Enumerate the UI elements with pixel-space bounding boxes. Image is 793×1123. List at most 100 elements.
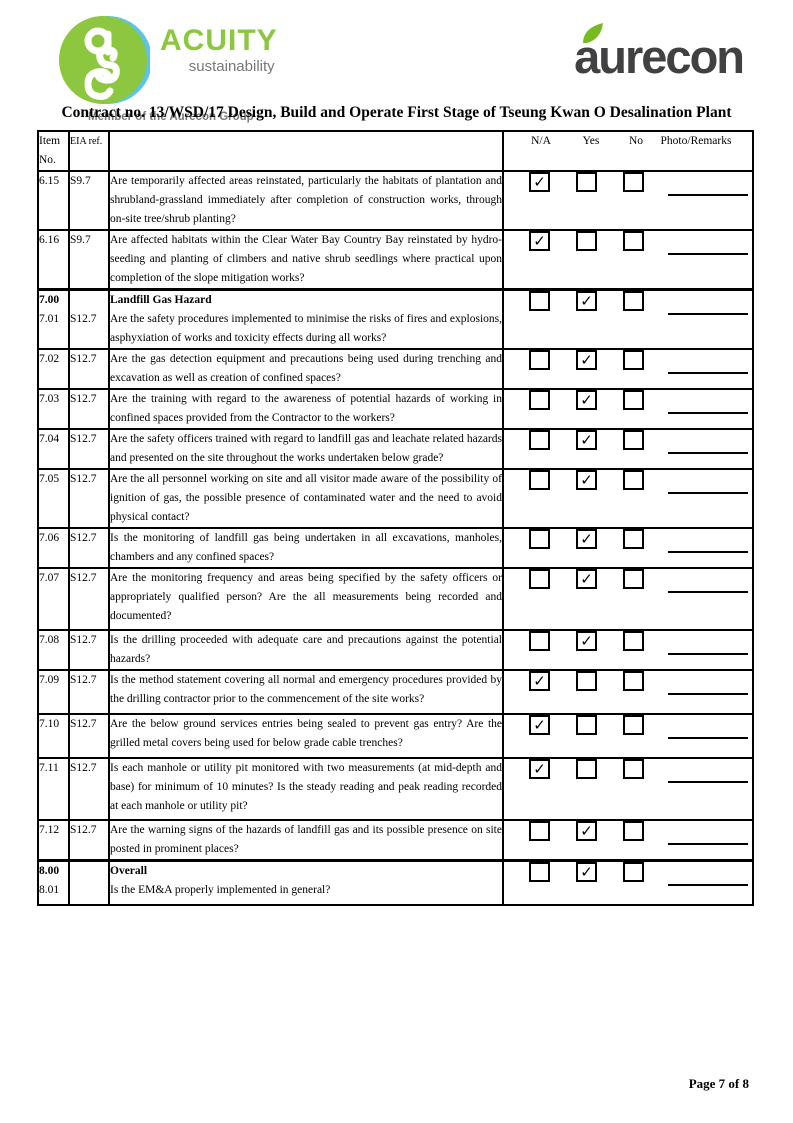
checkbox-yes[interactable]: ✓ (576, 430, 597, 450)
checkbox-no[interactable] (623, 470, 644, 490)
checkbox-no[interactable] (623, 430, 644, 450)
answer-cell: ✓ (502, 527, 754, 569)
checkbox-na[interactable] (529, 350, 550, 370)
answer-cell: ✓ (502, 170, 754, 231)
table-row: 7.03 S12.7 Are the training with regard … (37, 388, 754, 430)
acuity-tagline: sustainability (188, 58, 275, 75)
checkbox-no[interactable] (623, 390, 644, 410)
section-item-no: 7.00 (39, 294, 60, 306)
checkbox-na[interactable]: ✓ (529, 671, 550, 691)
checkbox-na[interactable] (529, 390, 550, 410)
answer-cell: ✓ (502, 713, 754, 759)
checkbox-no[interactable] (623, 172, 644, 192)
checkbox-yes[interactable]: ✓ (576, 390, 597, 410)
remarks-line[interactable] (668, 295, 748, 315)
remarks-line[interactable] (668, 434, 748, 454)
remarks-line[interactable] (668, 573, 748, 593)
page-title: Contract no. 13/WSD/17 Design, Build and… (61, 104, 732, 121)
checkbox-yes[interactable]: ✓ (576, 862, 597, 882)
answer-cell: ✓ (502, 859, 754, 906)
checkbox-no[interactable] (623, 631, 644, 651)
checklist-table: Item No. EIA ref. N/A Yes No Photo/Remar… (37, 130, 754, 906)
remarks-line[interactable] (668, 176, 748, 196)
question-text: Is each manhole or utility pit monitored… (108, 757, 504, 821)
checkbox-yes[interactable] (576, 231, 597, 251)
col-header-question (108, 130, 504, 172)
checkbox-no[interactable] (623, 291, 644, 311)
table-row: 7.02 S12.7 Are the gas detection equipme… (37, 348, 754, 390)
checkbox-no[interactable] (623, 821, 644, 841)
checkbox-yes[interactable]: ✓ (576, 470, 597, 490)
table-row: 7.12 S12.7 Are the warning signs of the … (37, 819, 754, 862)
eia-ref: S12.7 (68, 757, 110, 821)
eia-ref: S9.7 (68, 170, 110, 231)
col-header-no: No (628, 135, 644, 147)
col-header-item: Item No. (37, 130, 70, 172)
remarks-line[interactable] (668, 354, 748, 374)
aurecon-leaf-icon (583, 23, 604, 43)
checkbox-na[interactable] (529, 430, 550, 450)
item-no: 7.03 (37, 388, 70, 430)
question-text: Is the monitoring of landfill gas being … (108, 527, 504, 569)
checkbox-na[interactable]: ✓ (529, 715, 550, 735)
item-no: 6.15 (37, 170, 70, 231)
checkbox-no[interactable] (623, 569, 644, 589)
remarks-line[interactable] (668, 866, 748, 886)
checkbox-na[interactable]: ✓ (529, 231, 550, 251)
table-row: 7.04 S12.7 Are the safety officers train… (37, 428, 754, 470)
remarks-line[interactable] (668, 675, 748, 695)
answer-cell: ✓ (502, 629, 754, 671)
checkbox-yes[interactable]: ✓ (576, 569, 597, 589)
question-text: Are the below ground services entries be… (108, 713, 504, 759)
item-no: 7.10 (37, 713, 70, 759)
item-no: 7.00 7.01 (37, 288, 70, 350)
checkbox-na[interactable] (529, 470, 550, 490)
eia-ref: S12.7 (68, 348, 110, 390)
question-text: Are the gas detection equipment and prec… (108, 348, 504, 390)
checkbox-no[interactable] (623, 862, 644, 882)
checkbox-yes[interactable] (576, 671, 597, 691)
item-no: 7.02 (37, 348, 70, 390)
checkbox-na[interactable] (529, 291, 550, 311)
remarks-line[interactable] (668, 635, 748, 655)
checkbox-yes[interactable]: ✓ (576, 821, 597, 841)
page-number: Page 7 of 8 (688, 1076, 749, 1091)
checkbox-no[interactable] (623, 715, 644, 735)
remarks-line[interactable] (668, 235, 748, 255)
remarks-line[interactable] (668, 719, 748, 739)
checkbox-yes[interactable] (576, 759, 597, 779)
checkbox-na[interactable] (529, 569, 550, 589)
col-header-yes: Yes (582, 135, 600, 147)
remarks-line[interactable] (668, 533, 748, 553)
eia-ref: S12.7 (68, 527, 110, 569)
answer-cell: ✓ (502, 428, 754, 470)
remarks-line[interactable] (668, 394, 748, 414)
checkbox-no[interactable] (623, 759, 644, 779)
table-row: 7.11 S12.7 Is each manhole or utility pi… (37, 757, 754, 821)
checkbox-na[interactable] (529, 862, 550, 882)
remarks-line[interactable] (668, 825, 748, 845)
acuity-wordmark: ACUITY (160, 24, 278, 57)
checkbox-no[interactable] (623, 231, 644, 251)
answer-cell: ✓ (502, 288, 754, 350)
checkbox-yes[interactable]: ✓ (576, 631, 597, 651)
checkbox-na[interactable] (529, 631, 550, 651)
checkbox-na[interactable] (529, 821, 550, 841)
checkbox-yes[interactable] (576, 715, 597, 735)
question-text: Landfill Gas Hazard Are the safety proce… (108, 288, 504, 350)
checkbox-yes[interactable]: ✓ (576, 291, 597, 311)
checkbox-yes[interactable] (576, 172, 597, 192)
checkbox-no[interactable] (623, 529, 644, 549)
remarks-line[interactable] (668, 474, 748, 494)
checkbox-no[interactable] (623, 350, 644, 370)
eia-ref: S12.7 (68, 629, 110, 671)
table-header-row: Item No. EIA ref. N/A Yes No Photo/Remar… (37, 130, 754, 172)
checkbox-no[interactable] (623, 671, 644, 691)
checkbox-na[interactable]: ✓ (529, 172, 550, 192)
checkbox-yes[interactable]: ✓ (576, 529, 597, 549)
checkbox-yes[interactable]: ✓ (576, 350, 597, 370)
checkbox-na[interactable] (529, 529, 550, 549)
checkbox-na[interactable]: ✓ (529, 759, 550, 779)
remarks-line[interactable] (668, 763, 748, 783)
answer-cell: ✓ (502, 757, 754, 821)
